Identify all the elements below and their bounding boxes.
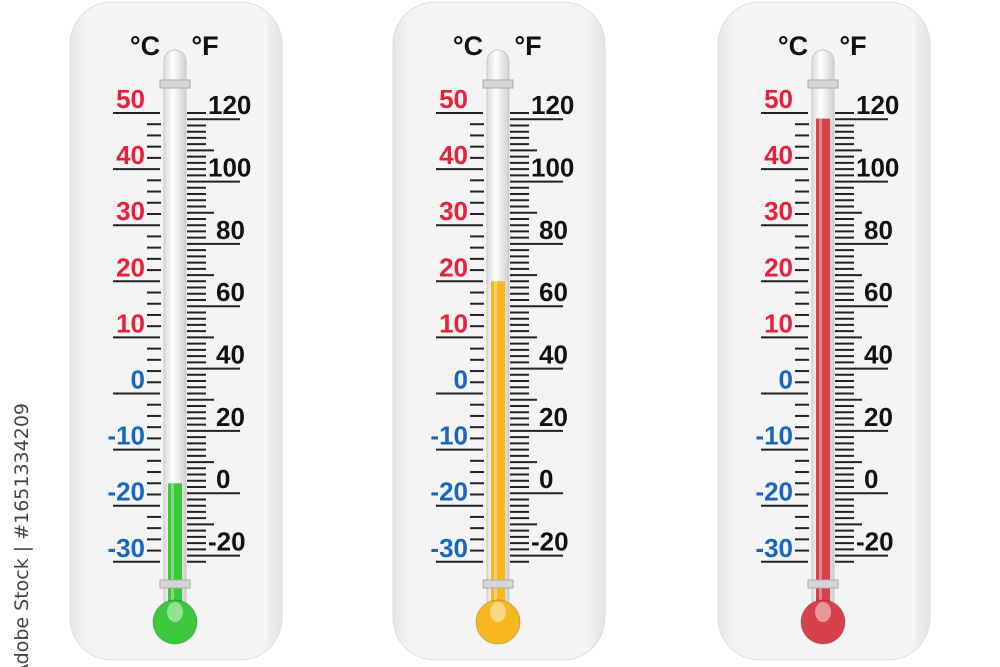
fahrenheit-tick-label: 120	[208, 90, 251, 120]
bulb-highlight	[815, 602, 831, 622]
bulb-highlight	[167, 602, 183, 622]
liquid-column	[491, 281, 505, 612]
bottom-clamp	[807, 579, 839, 589]
celsius-unit-label: °C	[778, 31, 808, 61]
celsius-tick-label: 20	[116, 252, 145, 282]
celsius-unit-label: °C	[130, 31, 160, 61]
celsius-tick-label: 30	[439, 196, 468, 226]
celsius-tick-label: 40	[116, 140, 145, 170]
fahrenheit-unit-label: °F	[191, 31, 218, 61]
celsius-tick-label: -30	[430, 533, 468, 563]
celsius-tick-label: 0	[454, 365, 468, 395]
fahrenheit-tick-label: 60	[864, 277, 893, 307]
thermometer-yellow: °C °F50403020100-10-20-30120100806040200-…	[392, 1, 606, 661]
celsius-tick-label: 30	[764, 196, 793, 226]
bulb-highlight	[490, 602, 506, 622]
fahrenheit-tick-label: 80	[216, 215, 245, 245]
celsius-tick-label: -30	[755, 533, 793, 563]
fahrenheit-tick-label: 60	[539, 277, 568, 307]
fahrenheit-unit-label: °F	[839, 31, 866, 61]
celsius-tick-label: 50	[439, 84, 468, 114]
fahrenheit-tick-label: 20	[864, 402, 893, 432]
top-clamp	[807, 79, 839, 89]
fahrenheit-tick-label: 20	[539, 402, 568, 432]
bottom-clamp	[159, 579, 191, 589]
celsius-tick-label: 10	[116, 308, 145, 338]
fahrenheit-tick-label: 100	[208, 153, 251, 183]
fahrenheit-tick-label: 120	[856, 90, 899, 120]
liquid-column	[168, 483, 182, 612]
fahrenheit-tick-label: 120	[531, 90, 574, 120]
fahrenheit-tick-label: -20	[531, 527, 569, 557]
celsius-tick-label: 0	[779, 365, 793, 395]
liquid-column	[816, 118, 830, 613]
celsius-unit-label: °C	[453, 31, 483, 61]
fahrenheit-tick-label: 40	[539, 340, 568, 370]
celsius-tick-label: -10	[755, 421, 793, 451]
fahrenheit-tick-label: 100	[531, 153, 574, 183]
fahrenheit-tick-label: -20	[208, 527, 246, 557]
celsius-tick-label: 10	[439, 308, 468, 338]
fahrenheit-tick-label: 80	[864, 215, 893, 245]
celsius-tick-label: 50	[116, 84, 145, 114]
fahrenheit-tick-label: 40	[216, 340, 245, 370]
fahrenheit-tick-label: 100	[856, 153, 899, 183]
thermometer-red: °C °F50403020100-10-20-30120100806040200-…	[717, 1, 931, 661]
celsius-tick-label: -10	[107, 421, 145, 451]
top-clamp	[482, 79, 514, 89]
bottom-clamp	[482, 579, 514, 589]
fahrenheit-tick-label: 0	[539, 464, 553, 494]
celsius-tick-label: 40	[764, 140, 793, 170]
fahrenheit-tick-label: -20	[856, 527, 894, 557]
celsius-tick-label: 10	[764, 308, 793, 338]
liquid-highlight	[819, 118, 822, 601]
celsius-tick-label: -30	[107, 533, 145, 563]
celsius-tick-label: 50	[764, 84, 793, 114]
celsius-tick-label: 40	[439, 140, 468, 170]
fahrenheit-unit-label: °F	[514, 31, 541, 61]
fahrenheit-tick-label: 80	[539, 215, 568, 245]
celsius-tick-label: -20	[107, 477, 145, 507]
celsius-tick-label: 20	[439, 252, 468, 282]
celsius-tick-label: -10	[430, 421, 468, 451]
watermark-text: Adobe Stock | #1651334209	[11, 402, 33, 667]
celsius-tick-label: -20	[430, 477, 468, 507]
fahrenheit-tick-label: 40	[864, 340, 893, 370]
bulb	[152, 599, 198, 645]
fahrenheit-tick-label: 20	[216, 402, 245, 432]
fahrenheit-tick-label: 60	[216, 277, 245, 307]
celsius-tick-label: 0	[131, 365, 145, 395]
bulb	[475, 599, 521, 645]
bulb	[800, 599, 846, 645]
celsius-tick-label: 30	[116, 196, 145, 226]
fahrenheit-tick-label: 0	[864, 464, 878, 494]
fahrenheit-tick-label: 0	[216, 464, 230, 494]
thermometer-green: °C °F50403020100-10-20-30120100806040200-…	[69, 1, 283, 661]
liquid-highlight	[494, 281, 497, 600]
celsius-tick-label: 20	[764, 252, 793, 282]
celsius-tick-label: -20	[755, 477, 793, 507]
top-clamp	[159, 79, 191, 89]
liquid-highlight	[171, 483, 174, 600]
